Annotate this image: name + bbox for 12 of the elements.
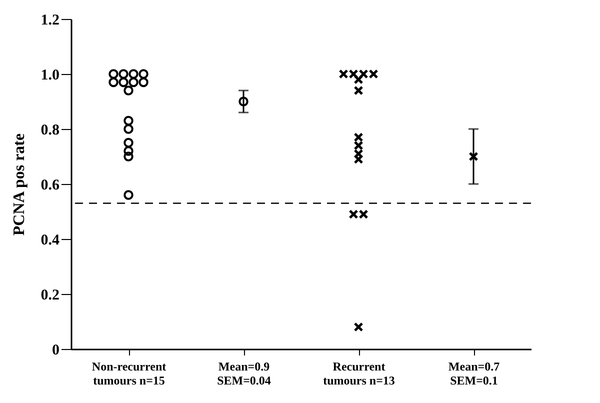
y-tick-label: 0 [52, 342, 60, 358]
y-tick-label: 0.2 [40, 288, 60, 304]
x-tick-label: Mean=0.9 SEM=0.04 [217, 360, 271, 388]
x-tick-label: Mean=0.7 SEM=0.1 [448, 360, 500, 388]
x-tick-label: Non-recurrent tumours n=15 [92, 360, 166, 388]
y-tick-label: 1.2 [40, 12, 60, 28]
y-tick-label: 0.6 [40, 178, 60, 194]
y-tick-label: 0.8 [40, 122, 60, 138]
y-axis-title: PCNA pos rate [10, 133, 28, 236]
y-tick-label: 1.0 [40, 68, 60, 84]
x-tick-label: Recurrent tumours n=13 [323, 360, 395, 388]
y-tick-label: 0.4 [40, 232, 60, 248]
